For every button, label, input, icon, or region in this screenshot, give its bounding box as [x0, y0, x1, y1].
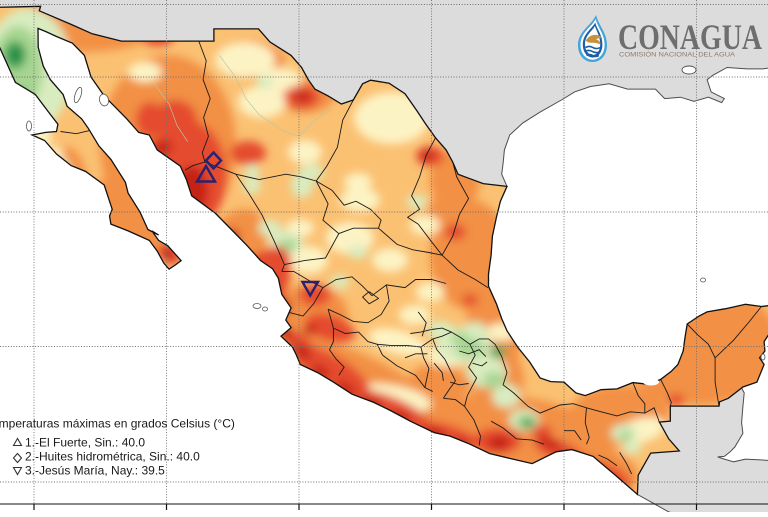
svg-text:2.-Huites hidrométrica, Sin.:: 2.-Huites hidrométrica, Sin.: 40.0 — [25, 450, 200, 464]
svg-text:3.-Jesús María, Nay.: 39.5: 3.-Jesús María, Nay.: 39.5 — [25, 464, 165, 478]
svg-text:COMISIÓN NACIONAL DEL AGUA: COMISIÓN NACIONAL DEL AGUA — [619, 50, 736, 59]
svg-text:CONAGUA: CONAGUA — [618, 17, 762, 57]
svg-text:Temperaturas máximas en grados: Temperaturas máximas en grados Celsius (… — [0, 417, 235, 431]
svg-text:1.-El Fuerte, Sin.: 40.0: 1.-El Fuerte, Sin.: 40.0 — [25, 436, 145, 450]
